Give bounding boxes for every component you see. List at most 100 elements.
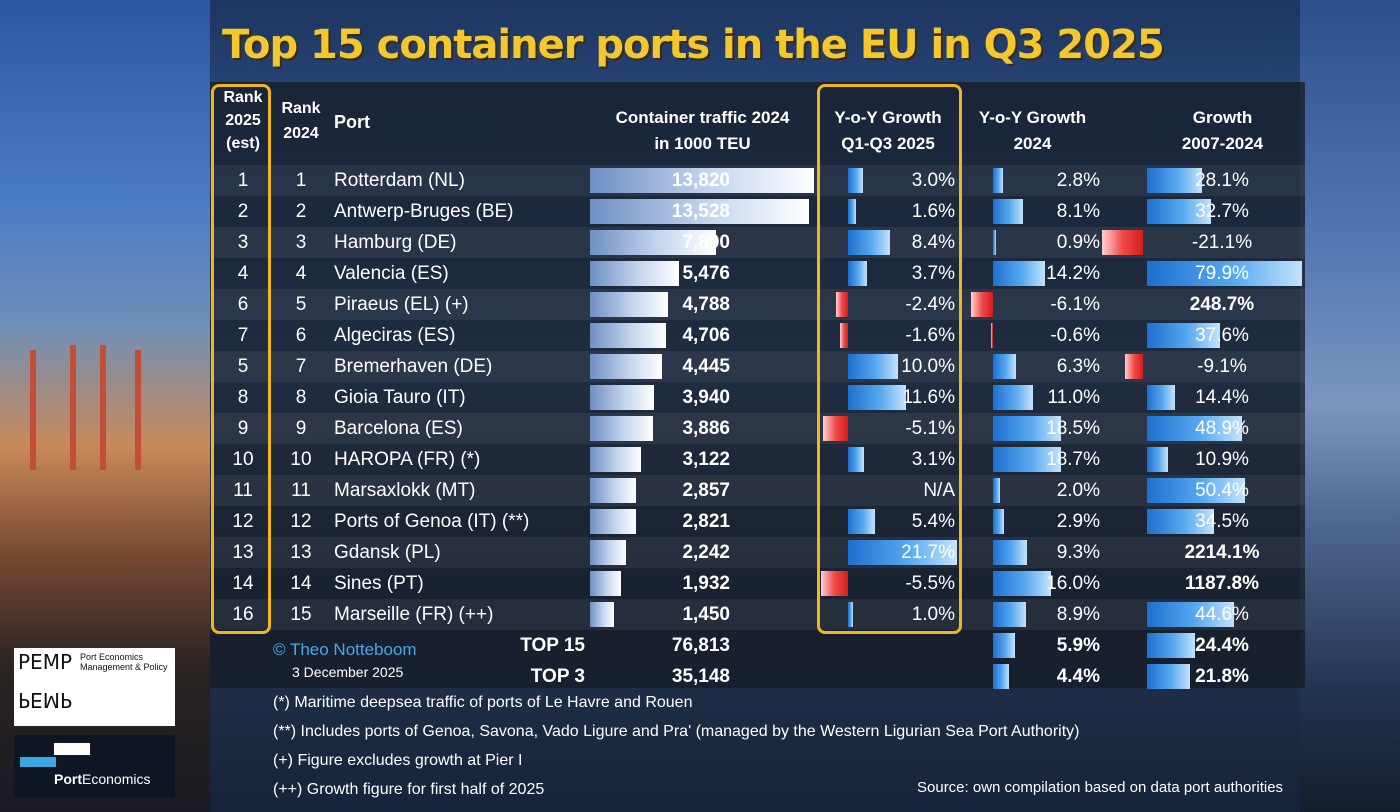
growth-2007-value: 10.9% [1195,449,1249,470]
growth-2025-bar [848,385,906,410]
header-growth-2007: Growth 2007-2024 [1140,105,1305,157]
total-growth-2024-bar [993,664,1010,689]
rank-2024: 8 [295,387,307,408]
growth-2025-value: 3.1% [911,449,955,470]
growth-2024-value: 9.3% [1056,542,1100,563]
growth-2025-bar [848,540,957,565]
porteconomics-logo: PortEconomics [14,735,175,797]
row-stripe [210,599,1305,630]
port-photo-right [1300,0,1400,812]
growth-2007-bar [1147,261,1302,286]
total-growth-2007-bar [1147,664,1190,689]
porteconomics-logo-rest: Economics [82,771,151,787]
growth-2025-value: 1.6% [911,201,955,222]
total-growth-2007: 24.4% [1195,635,1249,656]
total-growth-2007-bar [1147,633,1195,658]
rank-2024: 14 [290,573,312,594]
total-label: TOP 15 [520,635,585,656]
growth-2024-value: 8.1% [1056,201,1100,222]
header-teu: Container traffic 2024 in 1000 TEU [600,105,805,157]
growth-2025-value: -1.6% [905,325,955,346]
rank-2025-highlight [211,84,271,634]
growth-2025-value: 3.7% [911,263,955,284]
growth-2025-bar [820,571,848,596]
rank-2024: 13 [290,542,312,563]
growth-2007-value: 34.5% [1195,511,1249,532]
porteconomics-logo-bold: Port [54,771,82,787]
total-growth-2024: 4.4% [1056,666,1100,687]
growth-2024-value: 11.0% [1047,387,1100,408]
teu-bar [590,261,679,286]
growth-2024-bar [990,323,993,348]
row-stripe [210,413,1305,444]
header-growth-2007-line1: Growth [1192,108,1253,127]
growth-2007-bar [1147,323,1221,348]
source-note: Source: own compilation based on data po… [917,779,1284,796]
growth-2025-bar [836,292,848,317]
growth-2007-value: 79.9% [1195,263,1249,284]
header-rank-2024-line2: 2024 [283,125,319,142]
growth-2024-bar [993,509,1004,534]
rank-2024: 6 [295,325,307,346]
growth-2024-value: 2.8% [1056,170,1100,191]
growth-2007-value: 37.6% [1195,325,1249,346]
growth-2024-bar [993,478,1001,503]
growth-2025-bar [822,416,848,441]
growth-2024-value: 0.9% [1056,232,1100,253]
growth-2025-bar [848,447,864,472]
teu-value: 3,122 [682,449,730,470]
growth-2025-value: 3.0% [911,170,955,191]
row-stripe [210,475,1305,506]
row-stripe [210,289,1305,320]
growth-2024-bar [993,230,997,255]
growth-2007-bar [1147,199,1211,224]
total-growth-2024: 5.9% [1056,635,1100,656]
growth-2007-bar [1147,168,1202,193]
growth-2025-bar [848,354,898,379]
teu-bar [590,292,668,317]
teu-bar [590,199,810,224]
total-label: TOP 3 [530,666,585,687]
teu-bar [590,509,636,534]
growth-2007-value: -9.1% [1197,356,1247,377]
port-name: Antwerp-Bruges (BE) [334,201,514,222]
rank-2024: 4 [295,263,307,284]
rank-2025: 16 [232,604,254,625]
growth-2007-bar [1147,385,1176,410]
rank-2025: 3 [237,232,249,253]
teu-bar [590,571,622,596]
total-teu: 35,148 [671,666,730,687]
rank-2024: 15 [290,604,312,625]
rank-2024: 1 [295,170,307,191]
credit-author: © Theo Notteboom [273,640,417,659]
growth-2025-value: 8.4% [911,232,955,253]
growth-2024-bar [993,168,1004,193]
teu-value: 3,940 [682,387,730,408]
port-name: Barcelona (ES) [334,418,463,439]
growth-2025-highlight [817,84,962,634]
growth-2025-value: 5.4% [911,511,955,532]
header-growth-2025: Y-o-Y Growth Q1-Q3 2025 [820,105,956,157]
teu-value: 4,445 [682,356,730,377]
header-teu-line1: Container traffic 2024 [615,108,790,127]
teu-value: 1,932 [682,573,730,594]
teu-value: 3,886 [682,418,730,439]
growth-2024-bar [993,199,1023,224]
header-port: Port [334,112,370,132]
header-rank-2025-line2: 2025 [225,112,261,129]
growth-2007-value: 32.7% [1195,201,1249,222]
port-name: Marsaxlokk (MT) [334,480,476,501]
teu-bar [590,540,627,565]
rank-2024: 2 [295,201,307,222]
teu-value: 2,857 [682,480,730,501]
growth-2024-value: 16.0% [1046,573,1100,594]
growth-2025-bar [848,509,875,534]
header-rank-2025: Rank 2025 (est) [213,86,273,155]
teu-bar [590,416,653,441]
growth-2024-bar [993,602,1026,627]
teu-bar [590,447,641,472]
rank-2025: 4 [237,263,249,284]
port-name: Gioia Tauro (IT) [334,387,466,408]
port-name: Valencia (ES) [334,263,449,284]
header-teu-line2: in 1000 TEU [654,134,751,153]
